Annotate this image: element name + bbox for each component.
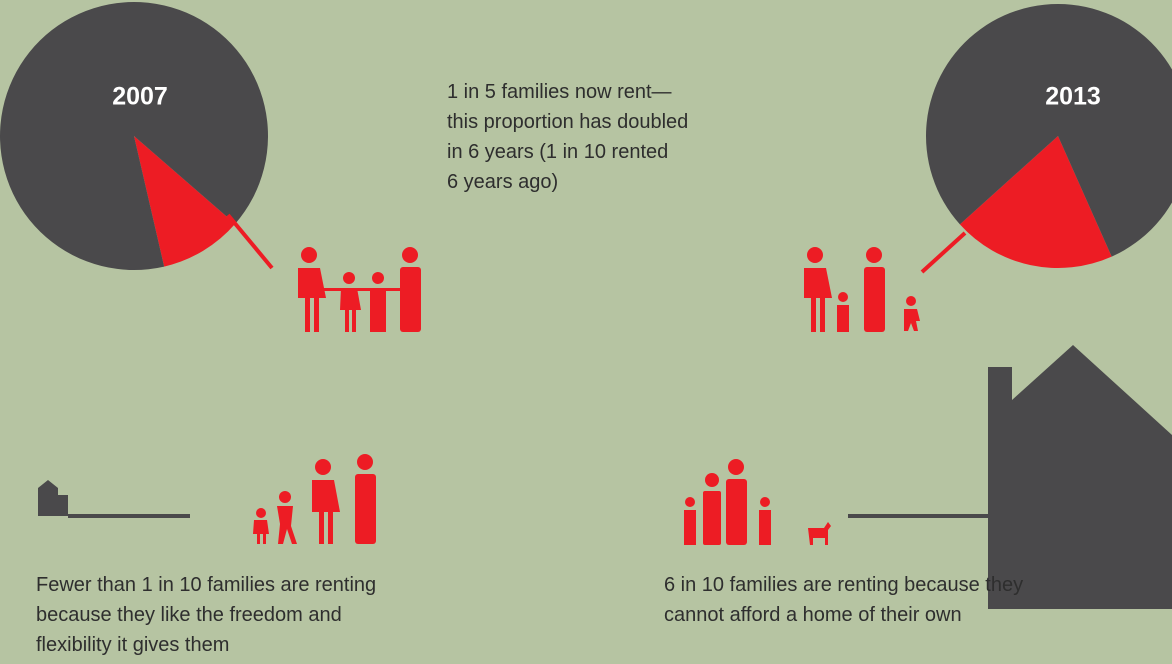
pies: 2007 2013 — [0, 2, 1172, 270]
headline-line: this proportion has doubled — [447, 111, 688, 133]
pointer — [922, 233, 965, 272]
pie-title: 2013 — [1045, 83, 1101, 111]
small-house — [38, 480, 68, 516]
pie-title: 2007 — [112, 83, 168, 111]
caption-line: Fewer than 1 in 10 families are renting — [36, 574, 376, 596]
headline-line: in 6 years (1 in 10 rented — [447, 141, 668, 163]
caption-line: cannot afford a home of their own — [664, 604, 962, 626]
pointer — [228, 215, 272, 268]
family-icon — [253, 247, 920, 545]
caption-line: 6 in 10 families are renting because the… — [664, 574, 1023, 596]
big-house — [988, 345, 1172, 609]
caption-line: because they like the freedom and — [36, 604, 342, 626]
headline-line: 6 years ago) — [447, 171, 558, 193]
headline-line: 1 in 5 families now rent— — [447, 81, 672, 103]
caption-line: flexibility it gives them — [36, 634, 229, 656]
infographic: 2007 2013 1 in 5 families now rent— this … — [0, 0, 1172, 664]
